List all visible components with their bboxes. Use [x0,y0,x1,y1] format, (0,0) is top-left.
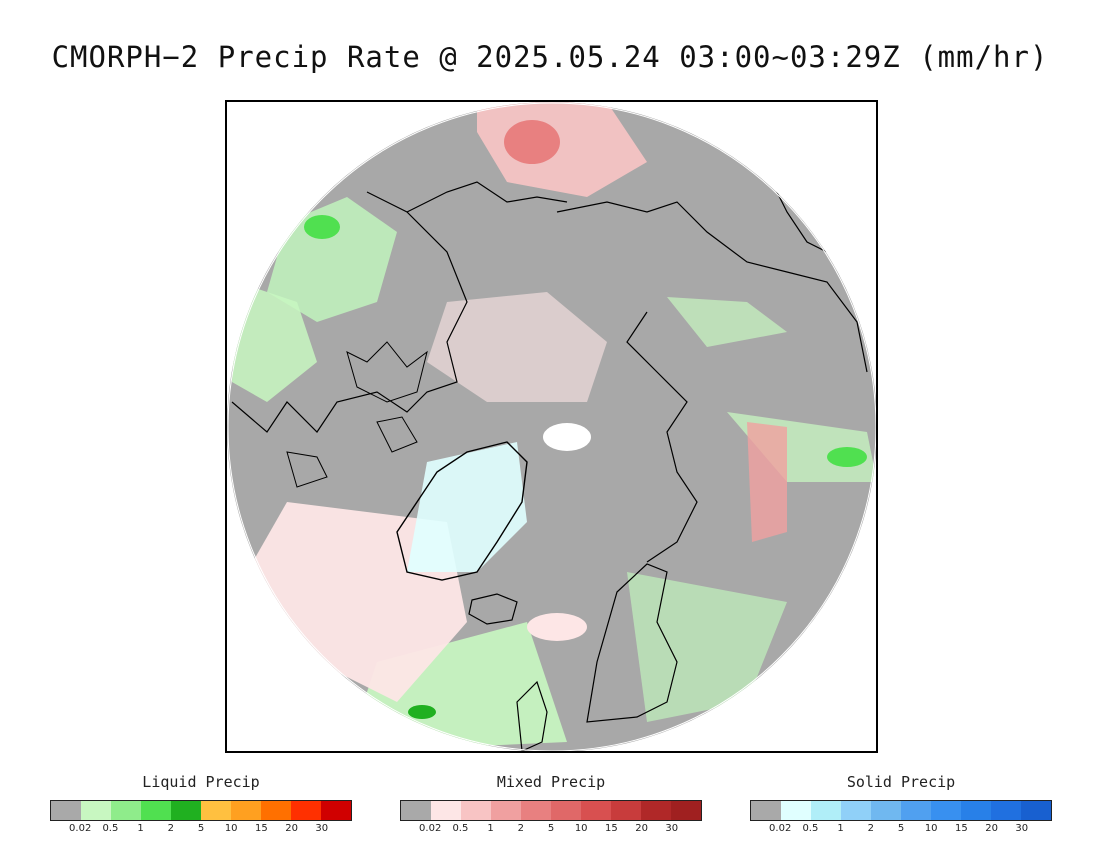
legend-mixed-title: Mixed Precip [496,773,606,791]
coastline-russia-north [626,311,698,563]
legend-tick-label: 2 [517,823,524,834]
legend-mixed: Mixed Precip 0.02 0.5 1 2 5 10 15 20 30 [400,772,702,842]
liquid-precip-region-w [232,282,317,402]
legend-tick-label: 5 [897,823,905,834]
coastline-siberia [556,201,868,373]
legend-color-cell [51,801,81,820]
legend-tick-label: 2 [867,823,874,834]
chart-title: CMORPH−2 Precip Rate @ 2025.05.24 03:00~… [51,40,1049,74]
legend-color-cell [671,801,701,820]
legend-tick-label: 0.5 [102,823,119,834]
legend-color-cell [491,801,521,820]
legend-tick-label: 10 [924,823,938,834]
legend-color-cell [961,801,991,820]
legend-color-cell [431,801,461,820]
coastline-greenland [396,441,528,581]
legend-color-cell [461,801,491,820]
legend-solid-ticks: 0.02 0.5 1 2 5 10 15 20 30 [750,823,1052,839]
legend-color-cell [171,801,201,820]
legend-tick-label: 0.02 [419,823,442,834]
legend-tick-label: 10 [224,823,238,834]
legend-color-cell [291,801,321,820]
liquid-precip-cell-east [827,447,867,467]
coastline-british-isles [516,680,548,751]
precip-map-svg [227,102,876,751]
polar-map[interactable] [225,100,878,753]
legend-color-cell [201,801,231,820]
legend-color-cell [901,801,931,820]
mixed-precip-core-north [504,120,560,164]
legend-color-cell [871,801,901,820]
coastline-iceland [468,593,518,625]
legend-color-cell [521,801,551,820]
legend-color-cell [931,801,961,820]
legend-color-cell [401,801,431,820]
legend-color-cell [641,801,671,820]
coastline-canadian-archipelago [286,341,428,488]
legend-color-cell [231,801,261,820]
legend-liquid-title: Liquid Precip [142,773,260,791]
map-disk-edge [227,102,876,751]
legend-tick-label: 0.5 [802,823,819,834]
legend-solid: Solid Precip 0.02 0.5 1 2 5 10 15 20 30 [750,772,1052,842]
legend-tick-label: 10 [574,823,588,834]
legend-color-cell [751,801,781,820]
legend-color-cell [841,801,871,820]
legend-tick-label: 20 [285,823,298,834]
legend-color-cell [611,801,641,820]
legend-tick-label: 30 [315,823,329,834]
legend-color-cell [321,801,351,820]
legend-color-cell [581,801,611,820]
legend-color-cell [991,801,1021,820]
mixed-precip-region-center [427,292,607,402]
legend-tick-label: 2 [167,823,174,834]
legend-tick-label: 15 [955,823,968,834]
legend-color-cell [1021,801,1051,820]
legend-tick-label: 15 [605,823,618,834]
legend-liquid-ticks: 0.02 0.5 1 2 5 10 15 20 30 [50,823,352,839]
legend-color-cell [261,801,291,820]
legend-solid-colorbar [750,800,1052,821]
legend-liquid-colorbar [50,800,352,821]
liquid-precip-region-nw [267,197,397,322]
legend-mixed-ticks: 0.02 0.5 1 2 5 10 15 20 30 [400,823,702,839]
solid-precip-pole [543,423,591,451]
legend-color-cell [111,801,141,820]
legend-tick-label: 30 [665,823,679,834]
mixed-precip-region-east [747,422,787,542]
legend-tick-label: 5 [197,823,205,834]
legend-color-cell [81,801,111,820]
legend-color-cell [811,801,841,820]
legend-color-cell [551,801,581,820]
legend-liquid: Liquid Precip 0.02 0.5 1 2 5 10 15 20 30 [50,772,352,842]
coastline-alaska [406,181,568,213]
legend-tick-label: 0.02 [69,823,92,834]
legend-tick-label: 20 [985,823,998,834]
legend-tick-label: 0.02 [769,823,792,834]
legend-tick-label: 0.5 [452,823,469,834]
legend-tick-label: 1 [137,823,144,834]
legend-color-cell [141,801,171,820]
legend-tick-label: 20 [635,823,648,834]
liquid-precip-cell-nw [304,215,340,239]
legend-tick-label: 1 [487,823,494,834]
liquid-precip-cell-sw [408,705,436,719]
coastline-north-america [231,191,468,433]
legend-tick-label: 15 [255,823,268,834]
legend-tick-label: 30 [1015,823,1029,834]
mixed-precip-cell-nordic [527,613,587,641]
liquid-precip-region-ne [667,297,787,347]
legend-mixed-colorbar [400,800,702,821]
liquid-precip-region-europe [627,572,787,722]
legend-color-cell [781,801,811,820]
legend-tick-label: 1 [837,823,844,834]
legend-tick-label: 5 [547,823,555,834]
coastline-scandinavia [586,563,678,723]
solid-precip-region-greenland [407,442,527,572]
legend-solid-title: Solid Precip [846,773,956,791]
